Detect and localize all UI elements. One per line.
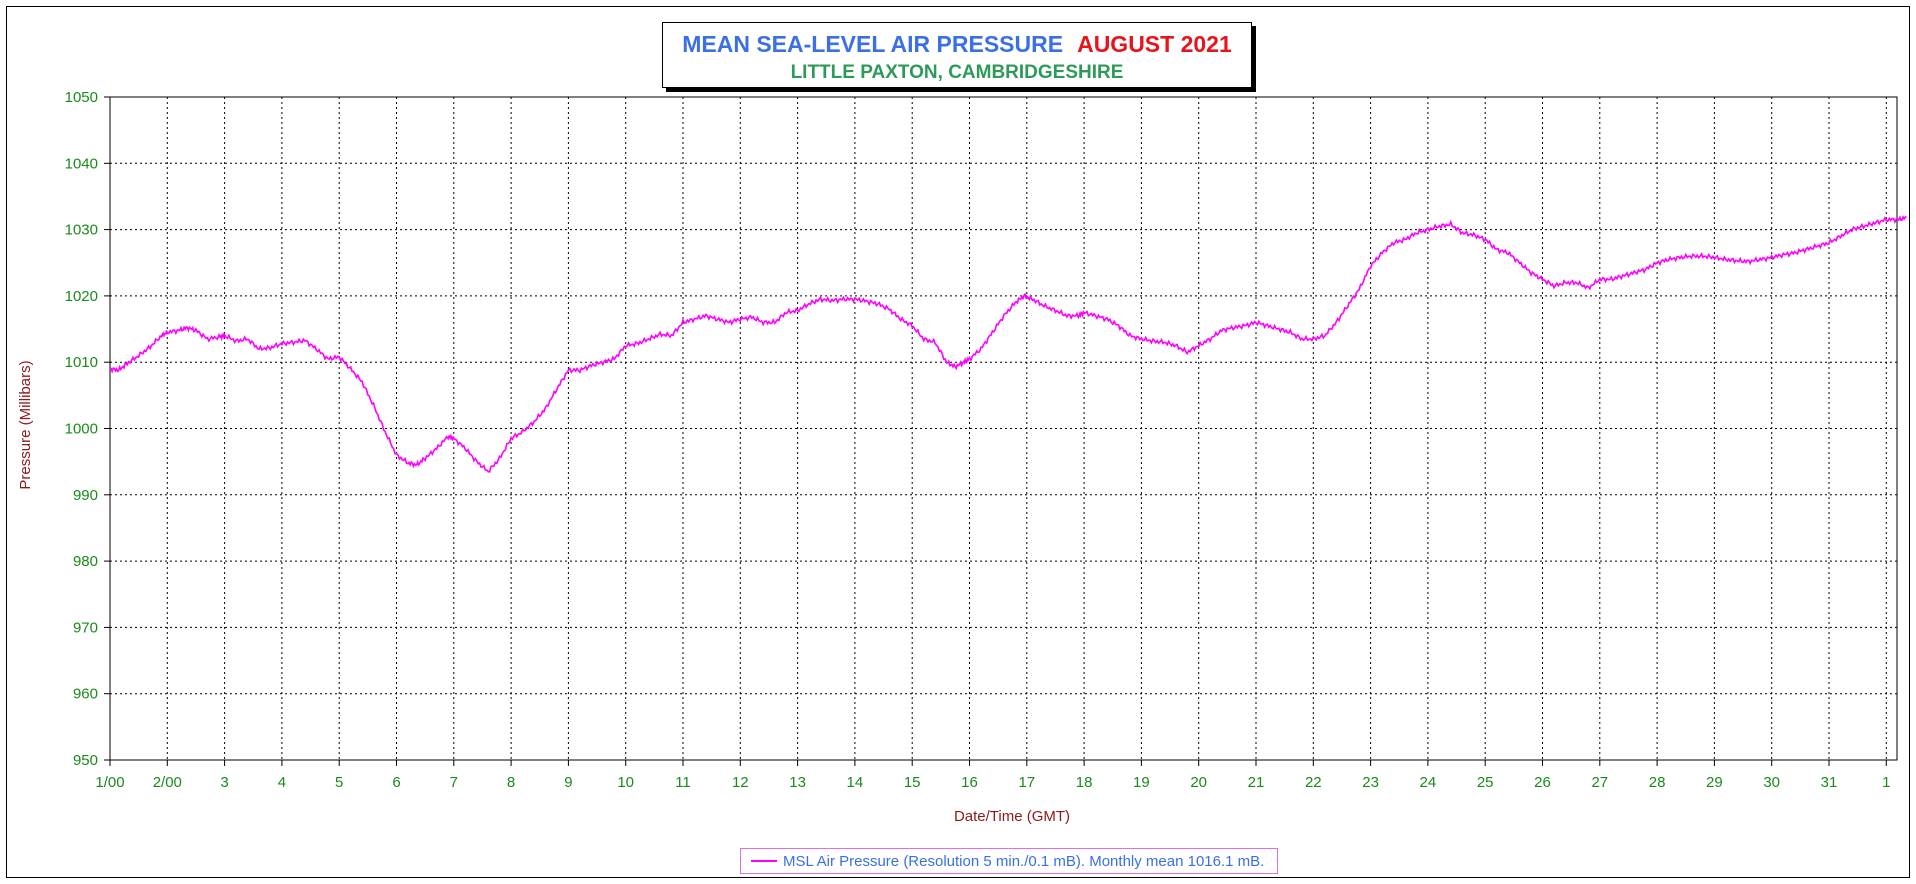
x-tick-label: 1 [1882, 774, 1890, 791]
y-tick-label: 1020 [65, 288, 98, 305]
x-tick-label: 1/00 [95, 774, 124, 791]
y-tick-label: 1040 [65, 155, 98, 172]
x-tick-label: 2/00 [153, 774, 182, 791]
x-tick-label: 23 [1362, 774, 1379, 791]
x-tick-label: 30 [1763, 774, 1780, 791]
x-tick-label: 20 [1190, 774, 1207, 791]
x-tick-label: 5 [335, 774, 343, 791]
x-tick-label: 3 [220, 774, 228, 791]
x-tick-label: 19 [1133, 774, 1150, 791]
y-tick-label: 1030 [65, 222, 98, 239]
y-tick-label: 960 [73, 686, 98, 703]
y-axis-title: Pressure (Millibars) [17, 360, 34, 489]
x-tick-label: 10 [617, 774, 634, 791]
y-tick-label: 970 [73, 619, 98, 636]
x-tick-label: 6 [392, 774, 400, 791]
chart-title: MEAN SEA-LEVEL AIR PRESSURE [682, 31, 1064, 57]
x-tick-label: 4 [278, 774, 286, 791]
chart-title-box: MEAN SEA-LEVEL AIR PRESSURE AUGUST 2021 L… [662, 22, 1252, 88]
x-tick-label: 22 [1305, 774, 1322, 791]
y-tick-label: 1050 [65, 89, 98, 106]
x-tick-labels: 1/00 2/00 3 4 5 6 7 8 9 10 11 12 13 14 15 16 17 18 19 20 21 2… [95, 774, 1890, 791]
x-tick-label: 11 [675, 774, 691, 791]
x-tick-label: 7 [450, 774, 458, 791]
legend: MSL Air Pressure (Resolution 5 min./0.1 … [740, 848, 1278, 874]
x-tick-label: 15 [904, 774, 921, 791]
y-tick-label: 980 [73, 553, 98, 570]
x-tick-label: 28 [1649, 774, 1666, 791]
axes [104, 96, 1898, 766]
x-tick-label: 17 [1018, 774, 1035, 791]
x-tick-label: 29 [1706, 774, 1723, 791]
x-tick-label: 9 [564, 774, 572, 791]
x-tick-label: 24 [1420, 774, 1437, 791]
plot-area-border [109, 96, 1898, 761]
x-tick-label: 31 [1821, 774, 1838, 791]
y-tick-label: 990 [73, 487, 98, 504]
chart-frame [6, 6, 1910, 878]
y-tick-label: 950 [73, 752, 98, 769]
y-tick-label: 1010 [65, 354, 98, 371]
legend-swatch [751, 860, 777, 862]
series-line-msl-pressure [109, 214, 1907, 473]
x-tick-label: 14 [847, 774, 864, 791]
x-axis-title: Date/Time (GMT) [954, 808, 1070, 825]
legend-label: MSL Air Pressure (Resolution 5 min./0.1 … [783, 852, 1265, 870]
x-tick-label: 26 [1534, 774, 1551, 791]
x-tick-label: 8 [507, 774, 515, 791]
x-tick-label: 13 [789, 774, 806, 791]
chart-title-month: AUGUST 2021 [1077, 31, 1232, 57]
x-tick-label: 27 [1591, 774, 1608, 791]
grid [110, 97, 1897, 760]
x-tick-label: 12 [732, 774, 749, 791]
y-tick-label: 1000 [65, 421, 98, 438]
x-tick-label: 16 [961, 774, 978, 791]
x-tick-label: 21 [1248, 774, 1265, 791]
x-tick-label: 25 [1477, 774, 1494, 791]
y-tick-labels: 1050 1040 1030 1020 1010 1000 990 980 970 960 950 [65, 89, 98, 769]
x-tick-label: 18 [1076, 774, 1093, 791]
chart-subtitle: LITTLE PAXTON, CAMBRIDGESHIRE [790, 62, 1124, 83]
